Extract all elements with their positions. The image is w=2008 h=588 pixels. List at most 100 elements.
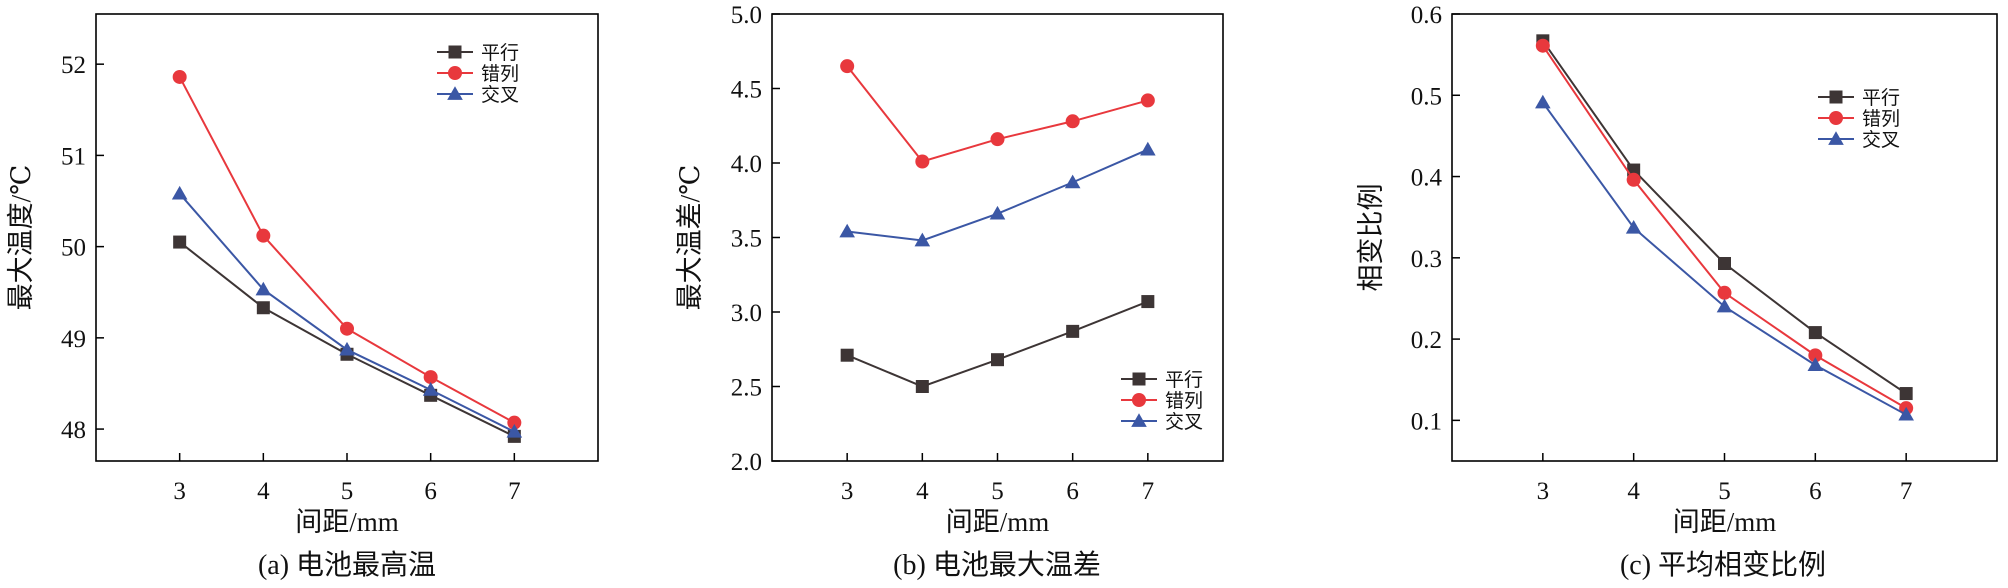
series-line bbox=[847, 148, 1149, 242]
legend-label: 错列 bbox=[1862, 108, 1900, 130]
data-point bbox=[507, 415, 522, 430]
legend-marker bbox=[448, 45, 462, 59]
data-point bbox=[1625, 219, 1642, 234]
chart-panel-2: 3 4 5 6 7 2.0 2.5 3.0 3.5 4.0 4.5 5.0 间距/mm 最大温差/℃ (b)… bbox=[675, 2, 1224, 581]
panel-caption: (c) 平均相变比例 bbox=[1620, 549, 1826, 581]
legend-marker bbox=[447, 86, 463, 100]
data-point bbox=[914, 232, 931, 247]
data-point bbox=[1717, 285, 1732, 300]
plot-frame bbox=[771, 13, 1224, 462]
y-tick-label: 0.4 bbox=[1411, 165, 1443, 192]
legend-label: 交叉 bbox=[481, 84, 519, 106]
y-tick-label: 51 bbox=[61, 143, 86, 170]
y-tick-label: 0.6 bbox=[1411, 2, 1442, 29]
legend-marker bbox=[1131, 413, 1147, 427]
data-point bbox=[1140, 93, 1155, 108]
series-0 bbox=[1536, 34, 1913, 401]
data-point bbox=[1718, 257, 1731, 271]
x-tick-label: 7 bbox=[508, 478, 521, 505]
y-tick-label: 0.5 bbox=[1411, 83, 1442, 110]
data-point bbox=[1064, 174, 1081, 189]
data-point bbox=[989, 205, 1006, 220]
data-point bbox=[990, 132, 1005, 147]
data-point bbox=[1626, 172, 1641, 187]
data-point bbox=[1716, 298, 1733, 313]
series-0 bbox=[173, 235, 521, 443]
legend-label: 交叉 bbox=[1165, 411, 1203, 433]
series-1 bbox=[1535, 38, 1914, 416]
y-tick-label: 2.0 bbox=[731, 449, 762, 476]
y-tick-label: 2.5 bbox=[731, 375, 762, 402]
data-point bbox=[1535, 38, 1550, 53]
series-2 bbox=[171, 185, 523, 438]
legend-label: 错列 bbox=[1165, 390, 1203, 412]
x-axis-title: 间距/mm bbox=[1673, 507, 1777, 537]
data-point bbox=[172, 69, 187, 84]
x-tick-label: 4 bbox=[1627, 478, 1640, 505]
y-tick-label: 50 bbox=[61, 235, 86, 262]
x-tick-label: 5 bbox=[1718, 478, 1731, 505]
data-point bbox=[506, 424, 523, 438]
data-point bbox=[1808, 348, 1823, 363]
legend-marker bbox=[1132, 393, 1146, 407]
data-point bbox=[1808, 326, 1822, 340]
legend-marker bbox=[1828, 131, 1844, 145]
data-point bbox=[173, 235, 187, 249]
data-point bbox=[340, 321, 354, 336]
legend-marker bbox=[1829, 111, 1843, 125]
legend-label: 错列 bbox=[481, 63, 519, 85]
legend-label: 平行 bbox=[1165, 369, 1203, 391]
legend-marker bbox=[448, 66, 462, 80]
y-tick-label: 0.2 bbox=[1411, 327, 1442, 354]
y-axis-title: 相变比例 bbox=[1356, 184, 1386, 292]
x-tick-label: 3 bbox=[841, 478, 854, 505]
y-tick-label: 4.0 bbox=[731, 151, 762, 178]
x-tick-label: 3 bbox=[1537, 478, 1550, 505]
legend-label: 交叉 bbox=[1862, 129, 1900, 151]
series-line bbox=[846, 300, 1149, 388]
y-tick-label: 3.0 bbox=[731, 300, 762, 327]
data-point bbox=[255, 281, 272, 296]
series-2 bbox=[1535, 94, 1914, 421]
x-tick-label: 7 bbox=[1142, 478, 1155, 505]
y-tick-label: 3.5 bbox=[731, 226, 762, 253]
chart-panel-3: 3 4 5 6 7 0.1 0.2 0.3 0.4 0.5 0.6 间距/mm 相变比例 (c) 平均相变… bbox=[1356, 2, 1998, 581]
data-point bbox=[1898, 406, 1914, 421]
y-axis-title: 最大温差/℃ bbox=[675, 165, 705, 311]
data-point bbox=[422, 382, 439, 396]
plot-frame bbox=[95, 13, 599, 462]
series-line bbox=[1542, 45, 1907, 410]
data-point bbox=[840, 348, 854, 362]
data-point bbox=[256, 228, 271, 243]
data-point bbox=[915, 154, 930, 169]
x-tick-label: 6 bbox=[1809, 478, 1822, 505]
series-1 bbox=[172, 69, 522, 430]
series-line bbox=[1542, 40, 1907, 395]
y-tick-label: 0.1 bbox=[1411, 408, 1442, 435]
y-axis-title: 最大温度/℃ bbox=[6, 165, 36, 311]
x-tick-label: 4 bbox=[916, 478, 929, 505]
data-point bbox=[1140, 141, 1156, 156]
legend-label: 平行 bbox=[481, 42, 519, 64]
x-tick-label: 7 bbox=[1900, 478, 1913, 505]
data-point bbox=[1066, 324, 1080, 338]
y-tick-label: 5.0 bbox=[731, 2, 762, 29]
data-point bbox=[1899, 387, 1913, 401]
panel-caption: (b) 电池最大温差 bbox=[893, 549, 1101, 581]
series-2 bbox=[839, 141, 1156, 247]
x-tick-label: 3 bbox=[173, 478, 186, 505]
data-point bbox=[1141, 295, 1155, 309]
series-1 bbox=[840, 59, 1155, 169]
data-point bbox=[1807, 357, 1824, 371]
x-axis-title: 间距/mm bbox=[946, 507, 1050, 537]
data-point bbox=[839, 223, 855, 238]
x-tick-label: 4 bbox=[257, 478, 270, 505]
data-point bbox=[1065, 114, 1080, 129]
data-point bbox=[423, 370, 438, 385]
data-point bbox=[171, 185, 188, 200]
legend-marker bbox=[1829, 90, 1843, 104]
data-point bbox=[339, 341, 355, 356]
